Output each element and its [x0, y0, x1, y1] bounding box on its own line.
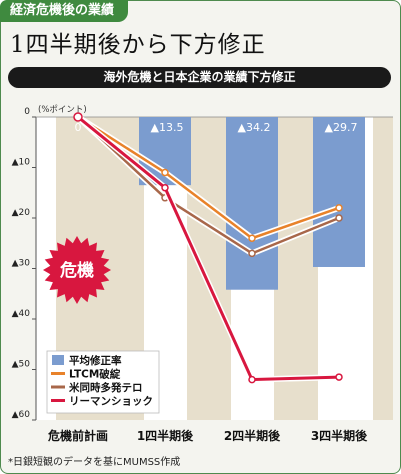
y-tick-label: ▲10 [12, 158, 31, 168]
legend-label: 米同時多発テロ [68, 381, 143, 394]
chart-title: 海外危機と日本企業の業績下方修正 [8, 67, 391, 88]
bar-value-label: ▲13.5 [151, 121, 184, 134]
x-category-label: 3四半期後 [311, 428, 368, 443]
x-category-label: 1四半期後 [137, 428, 194, 443]
bar-value-label: 0 [75, 121, 82, 134]
y-tick-label: ▲50 [12, 360, 31, 370]
source-note: *日銀短観のデータを基にMUMSS作成 [8, 457, 181, 468]
bar-平均修正率 [226, 117, 278, 290]
point-リーマンショック [161, 183, 169, 192]
point-LTCM破綻 [161, 168, 169, 177]
line-米同時多発テロ [77, 116, 340, 255]
point-リーマンショック [335, 373, 343, 381]
headline: 1四半期後から下方修正 [10, 32, 266, 58]
unit-label: (%ポイント) [38, 105, 87, 115]
point-リーマンショック [248, 375, 256, 384]
section-tag: 経済危機後の業績 [0, 0, 129, 22]
point-米同時多発テロ [335, 214, 343, 222]
bar-value-label: ▲29.7 [325, 121, 358, 134]
point-米同時多発テロ [248, 249, 256, 258]
crisis-burst-icon [43, 236, 111, 304]
point-LTCM破綻 [335, 204, 343, 212]
crisis-badge-label: 危機 [59, 260, 94, 281]
y-tick-label: 0 [24, 107, 30, 117]
legend-swatch [52, 355, 64, 365]
column-band [274, 117, 318, 420]
y-tick-label: ▲60 [12, 410, 31, 420]
x-category-label: 2四半期後 [224, 428, 281, 443]
y-tick-label: ▲20 [12, 208, 31, 218]
bar-value-label: ▲34.2 [238, 121, 271, 134]
legend-label: LTCM破綻 [69, 368, 121, 381]
y-tick-label: ▲30 [12, 259, 31, 269]
column-band [373, 117, 393, 420]
line-LTCM破綻 [77, 115, 340, 240]
legend-box [46, 350, 160, 414]
origin-point [73, 112, 83, 122]
point-LTCM破綻 [248, 234, 256, 242]
legend-label: 平均修正率 [69, 354, 122, 367]
legend-label: リーマンショック [69, 396, 153, 408]
x-category-label: 危機前計画 [47, 428, 108, 443]
line-リーマンショック [77, 115, 340, 382]
bar-平均修正率 [313, 117, 365, 267]
column-band [187, 117, 231, 420]
y-tick-label: ▲40 [12, 309, 31, 319]
